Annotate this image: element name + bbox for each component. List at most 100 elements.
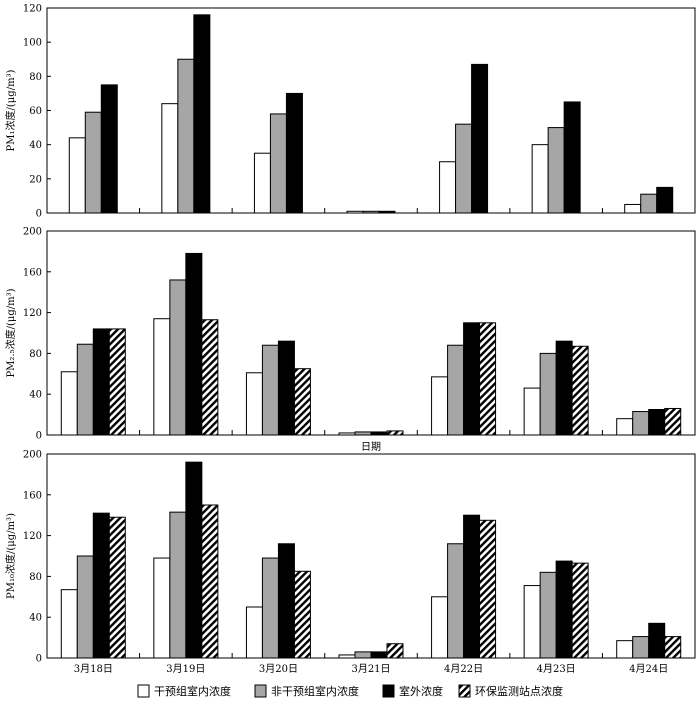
y-tick-label: 120 xyxy=(23,4,42,15)
legend-swatch xyxy=(382,684,395,698)
y-tick-label: 120 xyxy=(23,308,42,319)
bar-3-7 xyxy=(648,409,666,436)
bar-3-3 xyxy=(277,340,295,436)
y-tick-label: 0 xyxy=(36,654,42,665)
bar-4-6 xyxy=(571,345,589,436)
bar-4-7 xyxy=(664,407,682,436)
bar-3-2 xyxy=(193,14,211,214)
bar-1-7 xyxy=(616,418,634,436)
bar-2-2 xyxy=(169,279,187,436)
bar-2-7 xyxy=(640,193,658,214)
legend-swatch xyxy=(137,684,150,698)
bar-4-4 xyxy=(386,430,404,436)
y-axis-title: PM₂.₅浓度/(μg/m³) xyxy=(4,288,17,377)
bar-1-5 xyxy=(431,376,449,436)
bar-4-3 xyxy=(293,570,311,659)
bar-3-4 xyxy=(370,431,388,436)
x-tick-label: 3月18日 xyxy=(74,663,113,675)
bar-3-1 xyxy=(92,512,110,659)
bar-1-3 xyxy=(245,606,263,659)
bar-1-7 xyxy=(624,203,642,214)
y-tick-label: 20 xyxy=(29,174,42,185)
legend-label: 非干预组室内浓度 xyxy=(271,684,359,698)
chart-panel-3: 0 40 80 120 160 200 PM₁₀浓度/(μg/m³) 日期 3月18日 3月19日… xyxy=(4,441,696,675)
legend-item-3: 室外浓度 xyxy=(382,684,443,698)
bar-1-4 xyxy=(338,654,356,659)
legend-label: 室外浓度 xyxy=(399,684,443,698)
bar-1-5 xyxy=(439,161,457,214)
legend-label: 干预组室内浓度 xyxy=(154,684,231,698)
bar-4-3 xyxy=(293,368,311,436)
bar-3-2 xyxy=(185,252,203,436)
bar-2-5 xyxy=(455,123,473,214)
y-tick-label: 100 xyxy=(23,38,42,49)
bar-2-5 xyxy=(447,543,465,659)
bar-2-7 xyxy=(632,636,650,659)
bar-2-4 xyxy=(354,651,372,659)
plot-frame xyxy=(46,7,696,214)
bar-2-6 xyxy=(547,127,565,214)
y-tick-label: 40 xyxy=(29,390,42,401)
bar-2-1 xyxy=(84,111,102,214)
legend-swatch xyxy=(458,684,471,698)
y-tick-label: 80 xyxy=(29,72,42,83)
bar-1-1 xyxy=(60,371,78,436)
bar-2-1 xyxy=(76,555,94,659)
bar-2-3 xyxy=(261,344,279,436)
bar-3-1 xyxy=(92,328,110,436)
bar-2-2 xyxy=(177,58,195,214)
plot-frame xyxy=(46,453,696,659)
bar-2-4 xyxy=(362,210,380,214)
bar-2-1 xyxy=(76,343,94,436)
bar-2-4 xyxy=(354,431,372,436)
legend-label: 环保监测站点浓度 xyxy=(475,684,563,698)
legend-item-2: 非干预组室内浓度 xyxy=(254,684,359,698)
bar-3-7 xyxy=(648,622,666,659)
chart-panel-1: 0 20 40 60 80 100 120 PM₁浓度/(μg/m³) xyxy=(4,4,696,220)
panels-layer: 0 20 40 60 80 100 120 PM₁浓度/(μg/m³) 0 40 80 120 160 2… xyxy=(4,4,696,675)
legend: 干预组室内浓度 非干预组室内浓度 室外浓度 环保监测站点浓度 xyxy=(137,684,563,698)
chart-panel-2: 0 40 80 120 160 200 PM₂.₅浓度/(μg/m³) xyxy=(4,227,696,442)
bar-3-5 xyxy=(463,514,481,659)
legend-item-1: 干预组室内浓度 xyxy=(137,684,231,698)
bar-2-2 xyxy=(169,511,187,659)
bar-4-2 xyxy=(201,504,219,659)
y-tick-label: 0 xyxy=(36,431,42,442)
bar-2-6 xyxy=(539,571,557,659)
bar-1-4 xyxy=(346,210,364,214)
bar-4-1 xyxy=(108,516,126,659)
bar-1-1 xyxy=(68,137,86,214)
y-tick-label: 40 xyxy=(29,613,42,624)
bar-4-5 xyxy=(479,519,497,659)
y-axis-title: PM₁浓度/(μg/m³) xyxy=(4,69,17,151)
y-tick-label: 160 xyxy=(23,267,42,278)
bar-1-4 xyxy=(338,432,356,436)
bar-4-7 xyxy=(664,636,682,659)
bar-3-3 xyxy=(285,92,303,214)
bar-1-6 xyxy=(523,387,541,436)
x-tick-label: 4月24日 xyxy=(629,663,668,675)
bar-1-2 xyxy=(153,557,171,659)
x-tick-label: 4月22日 xyxy=(444,663,483,675)
bar-1-2 xyxy=(153,318,171,436)
y-tick-label: 200 xyxy=(23,450,42,461)
x-tick-label: 4月23日 xyxy=(537,663,576,675)
bar-3-4 xyxy=(378,210,396,214)
bar-2-6 xyxy=(539,352,557,436)
bar-3-2 xyxy=(185,461,203,659)
bar-4-5 xyxy=(479,322,497,436)
bar-1-1 xyxy=(60,589,78,659)
x-axis-title: 日期 xyxy=(361,441,381,453)
bar-4-1 xyxy=(108,328,126,436)
bar-3-6 xyxy=(563,101,581,214)
bar-1-3 xyxy=(245,372,263,436)
bar-2-3 xyxy=(261,557,279,659)
legend-item-4: 环保监测站点浓度 xyxy=(458,684,563,698)
y-tick-label: 80 xyxy=(29,572,42,583)
bar-3-6 xyxy=(555,340,573,436)
bar-3-6 xyxy=(555,560,573,659)
bar-1-3 xyxy=(253,152,271,214)
y-tick-label: 120 xyxy=(23,531,42,542)
